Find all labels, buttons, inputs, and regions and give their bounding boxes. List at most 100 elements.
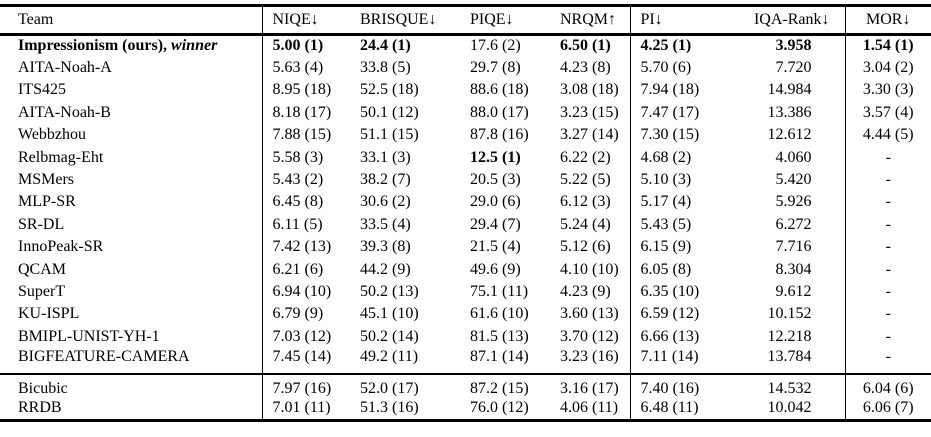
team-name: SR-DL — [18, 215, 65, 233]
metric-cell: 5.926 — [715, 191, 846, 214]
team-name: Webbzhou — [18, 126, 87, 144]
metric-cell: 10.042 — [715, 397, 846, 421]
metric-cell: 3.60 (13) — [552, 303, 631, 326]
metric-cell: 7.720 — [715, 56, 846, 80]
metric-cell: 7.45 (14) — [272, 347, 332, 365]
table-row: RRDB 7.01 (11) 51.3 (16) 76.0 (12) 4.06 (11)… — [0, 397, 931, 421]
column-header-mor: MOR↓ — [866, 11, 911, 28]
metric-cell: 7.30 (15) — [640, 126, 700, 144]
metric-cell: 51.3 (16) — [360, 399, 419, 417]
team-name: AITA-Noah-A — [18, 59, 112, 77]
metric-cell: 5.70 (6) — [640, 59, 692, 77]
team-cell: SuperT — [0, 280, 263, 304]
metric-cell: 5.43 (5) — [640, 215, 692, 233]
baseline-tbody: Bicubic 7.97 (16) 52.0 (17) 87.2 (15) 3.16 (… — [0, 373, 931, 421]
metric-cell: 29.4 (7) — [470, 215, 521, 233]
metric-cell: 52.0 (17) — [360, 379, 419, 397]
metric-cell: 49.2 (11) — [360, 347, 419, 365]
metric-cell: 33.1 (3) — [360, 148, 411, 166]
metric-cell: 6.12 (3) — [552, 191, 631, 214]
metric-cell: 6.94 (10) — [272, 282, 332, 300]
metric-cell: 6.50 (1) — [552, 34, 631, 57]
table-row: QCAM 6.21 (6) 44.2 (9) 49.6 (9) 4.10 (10) 6.0… — [0, 258, 931, 281]
metric-cell: 6.05 (8) — [640, 260, 692, 278]
metric-cell: 33.8 (5) — [360, 59, 411, 77]
team-cell: ITS425 — [0, 79, 263, 102]
metric-cell: 12.612 — [715, 124, 846, 147]
metric-cell: 14.984 — [715, 79, 846, 102]
metric-cell: 88.6 (18) — [470, 81, 529, 99]
metric-cell: 3.70 (12) — [552, 325, 631, 348]
metric-cell: 38.2 (7) — [360, 171, 411, 189]
table-row: ITS425 8.95 (18) 52.5 (18) 88.6 (18) 3.08 (1… — [0, 79, 931, 102]
metric-cell: 6.04 (6) — [862, 379, 914, 397]
metric-cell: 10.152 — [715, 303, 846, 326]
metric-cell: 52.5 (18) — [360, 81, 419, 99]
team-cell: AITA-Noah-B — [0, 101, 263, 125]
team-name: InnoPeak-SR — [18, 238, 104, 256]
table-row: KU-ISPL 6.79 (9) 45.1 (10) 61.6 (10) 3.60 (1… — [0, 303, 931, 326]
metric-cell: 33.5 (4) — [360, 215, 411, 233]
main-tbody: Impressionism (ours), winner 5.00 (1) 24.4… — [0, 34, 931, 374]
metric-cell: 6.45 (8) — [272, 193, 324, 211]
metric-cell: 50.1 (12) — [360, 103, 419, 121]
metric-cell: 7.94 (18) — [640, 81, 700, 99]
team-name: QCAM — [18, 260, 67, 278]
metric-cell: - — [885, 171, 891, 189]
metric-cell: 5.24 (4) — [552, 213, 631, 237]
metric-cell: 88.0 (17) — [470, 103, 529, 121]
metric-cell: 6.59 (12) — [640, 305, 700, 323]
metric-cell: 75.1 (11) — [470, 282, 529, 300]
metric-cell: 50.2 (14) — [360, 327, 419, 345]
metric-cell: 6.66 (13) — [640, 327, 700, 345]
metric-cell: 24.4 (1) — [360, 37, 411, 55]
metric-cell: 6.21 (6) — [272, 260, 324, 278]
team-cell: MSMers — [0, 168, 263, 192]
metric-cell: 29.0 (6) — [470, 193, 521, 211]
metric-cell: 3.57 (4) — [862, 103, 914, 121]
metric-cell: 4.10 (10) — [552, 258, 631, 281]
team-cell: RRDB — [0, 397, 263, 421]
table-row: Bicubic 7.97 (16) 52.0 (17) 87.2 (15) 3.16 (… — [0, 373, 931, 398]
metric-cell: 5.00 (1) — [272, 37, 324, 55]
team-cell: Impressionism (ours), winner — [0, 34, 263, 57]
team-cell: MLP-SR — [0, 191, 263, 214]
column-header-brisque: BRISQUE↓ — [360, 11, 437, 28]
metric-cell: 4.23 (9) — [552, 280, 631, 304]
table-header: Team NIQE↓ BRISQUE↓ PIQE↓ NRQM↑ PI↓ IQA-… — [0, 5, 931, 35]
metric-cell: - — [885, 260, 891, 278]
metric-cell: - — [885, 148, 891, 166]
team-name: MLP-SR — [18, 193, 76, 211]
metric-cell: - — [885, 327, 891, 345]
team-cell: Webbzhou — [0, 124, 263, 147]
metric-cell: 6.35 (10) — [640, 282, 700, 300]
column-header-piqe: PIQE↓ — [470, 11, 514, 28]
team-name: RRDB — [18, 399, 62, 417]
metric-cell: 87.2 (15) — [470, 379, 529, 397]
column-header-iqa-rank: IQA-Rank↓ — [715, 5, 846, 35]
metric-cell: 8.304 — [715, 258, 846, 281]
table-row: SuperT 6.94 (10) 50.2 (13) 75.1 (11) 4.23 (9… — [0, 280, 931, 304]
table-row: SR-DL 6.11 (5) 33.5 (4) 29.4 (7) 5.24 (4) 5.4… — [0, 213, 931, 237]
team-name: SuperT — [18, 282, 66, 300]
metric-cell: 49.6 (9) — [470, 260, 521, 278]
metric-cell: 50.2 (13) — [360, 282, 419, 300]
metric-cell: 4.23 (8) — [552, 56, 631, 80]
metric-cell: 3.08 (18) — [552, 79, 631, 102]
column-header-pi: PI↓ — [640, 11, 663, 28]
team-name: BMIPL-UNIST-YH-1 — [18, 327, 160, 345]
team-cell: SR-DL — [0, 213, 263, 237]
metric-cell: 5.10 (3) — [640, 171, 692, 189]
table-row: BMIPL-UNIST-YH-1 7.03 (12) 50.2 (14) 81.5 (… — [0, 325, 931, 348]
metric-cell: 7.716 — [715, 236, 846, 259]
metric-cell: 4.060 — [715, 146, 846, 169]
metric-cell: 39.3 (8) — [360, 238, 411, 256]
metric-cell: 8.18 (17) — [272, 103, 332, 121]
metric-cell: 5.22 (5) — [552, 168, 631, 192]
metric-cell: 21.5 (4) — [470, 238, 521, 256]
table-row: Relbmag-Eht 5.58 (3) 33.1 (3) 12.5 (1) 6.22 … — [0, 146, 931, 169]
team-cell: BIGFEATURE-CAMERA — [0, 347, 263, 374]
results-table: Team NIQE↓ BRISQUE↓ PIQE↓ NRQM↑ PI↓ IQA-… — [0, 4, 931, 422]
metric-cell: 6.48 (11) — [640, 399, 699, 417]
